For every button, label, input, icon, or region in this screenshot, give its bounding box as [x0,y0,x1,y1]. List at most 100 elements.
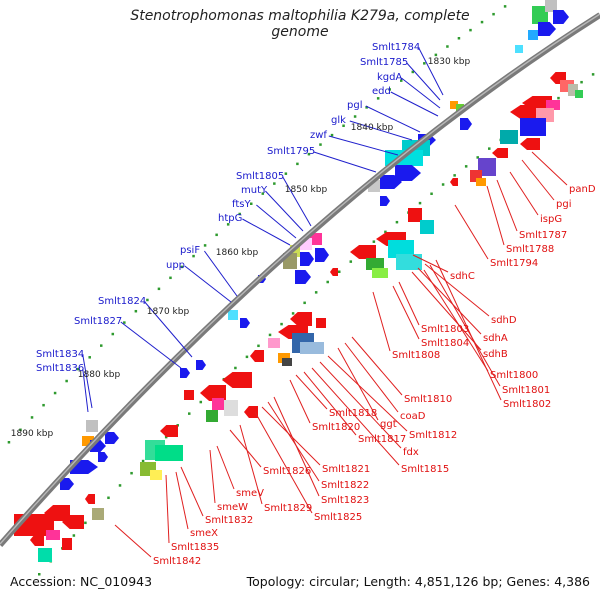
leader-line-smlt1795 [313,151,377,173]
gene-feature [46,530,60,540]
gene-label-smlt1823: Smlt1823 [321,495,369,506]
tick-dot [192,254,195,258]
leader-line-smex [175,471,189,530]
gene-feature [86,420,98,432]
tick-dot [261,192,265,195]
gene-label-smlt1825: Smlt1825 [314,512,362,523]
tick-dot [476,156,479,159]
gene-feature [38,548,52,562]
gene-label-htpg: htpG [218,213,242,224]
gene-feature-reverse [62,515,84,529]
tick-dot [291,312,295,315]
genome-backbone-highlight [0,13,600,545]
gene-feature-forward [295,270,311,284]
leader-line-fdx [319,361,402,449]
leader-line-smev [216,445,235,490]
leader-line-smlt1800 [423,269,489,372]
leader-line-coad [344,342,399,413]
tick-dot [268,333,272,337]
gene-label-smlt1788: Smlt1788 [506,244,554,255]
kbp-label: 1870 kbp [147,307,190,317]
tick-dot [30,416,34,419]
gene-label-smlt1821: Smlt1821 [322,464,370,475]
tick-dot [111,332,115,336]
gene-labels: 1830 kbp 1840 kbp 1850 kbp 1860 kbp 1870 kbp… [11,42,596,567]
gene-feature [520,118,546,136]
tick-dot [280,322,283,326]
gene-feature [568,84,578,96]
gene-label-smew: smeW [217,502,248,513]
gene-label-ggt: ggt [380,419,397,430]
tick-dot [146,298,149,302]
gene-label-psif: psiF [180,245,200,256]
gene-label-smlt1787: Smlt1787 [519,230,567,241]
leader-line-zwf [328,135,399,156]
gene-feature [456,104,464,112]
leader-line-upp [184,265,232,303]
gene-feature [290,245,300,257]
tick-dot [7,441,11,444]
gene-feature [62,538,72,550]
gene-feature [184,390,194,400]
tick-dot [84,521,87,525]
gene-label-sdhd: sdhD [491,315,517,326]
tick-dot [245,355,249,359]
kbp-label: 1880 kbp [78,370,121,380]
gene-label-coad: coaD [400,411,426,422]
gene-feature-reverse [450,178,458,186]
leader-line-smlt1784 [418,47,444,96]
gene-label-ftsy: ftsY [232,199,251,210]
gene-feature [478,158,496,176]
tick-dot [457,37,461,40]
leader-line-smlt1808 [372,291,391,352]
tick-dot [215,233,218,237]
gene-label-smlt1834: Smlt1834 [36,349,84,360]
kbp-label: 1850 kbp [285,185,328,195]
tick-dot [464,165,468,168]
tick-dot [296,162,299,166]
gene-label-smlt1818: Smlt1818 [329,408,377,419]
gene-label-smlt1810: Smlt1810 [404,394,452,405]
gene-feature-forward [538,22,556,36]
gene-feature-forward [105,432,119,444]
gene-label-smlt1836: Smlt1836 [36,363,84,374]
leader-line-smlt1785 [406,62,441,101]
tick-dot [72,534,76,537]
leader-line-smlt1835 [165,474,170,544]
tick-dot [557,96,560,100]
tick-dot [226,223,230,226]
kbp-label: 1840 kbp [351,123,394,133]
gene-label-smlt1827: Smlt1827 [74,316,122,327]
leader-line-smlt1817 [303,371,357,436]
gene-feature-reverse [350,245,376,259]
gene-label-smev: smeV [236,488,264,499]
tick-dot [284,172,288,175]
gene-label-upp: upp [166,260,185,271]
leader-line-smlt1836 [82,368,89,413]
tick-dot [446,45,449,48]
tick-dot [400,79,403,82]
tick-dot [188,412,191,415]
tick-dot [580,80,583,84]
gene-feature-reverse [244,406,258,418]
tick-dot [164,435,168,439]
leader-line-smlt1787 [496,179,518,232]
leader-line-smlt1812 [327,355,408,432]
tick-dot [469,28,472,32]
gene-feature-forward [98,452,108,462]
map-title: Stenotrophomonas maltophilia K279a, comp… [130,8,470,40]
gene-label-zwf: zwf [310,130,327,141]
gene-label-pand: panD [569,184,596,195]
kbp-label: 1890 kbp [11,429,54,439]
gene-feature [575,90,583,98]
gene-feature [450,101,458,109]
tick-dot [384,230,387,234]
gene-label-smlt1829: Smlt1829 [264,503,312,514]
tick-dot [157,287,161,291]
tick-dot [418,201,422,205]
gene-label-smlt1805: Smlt1805 [236,171,284,182]
gene-label-pgl: pgl [347,100,362,111]
tick-dot [365,106,368,109]
tick-dot [130,471,133,475]
